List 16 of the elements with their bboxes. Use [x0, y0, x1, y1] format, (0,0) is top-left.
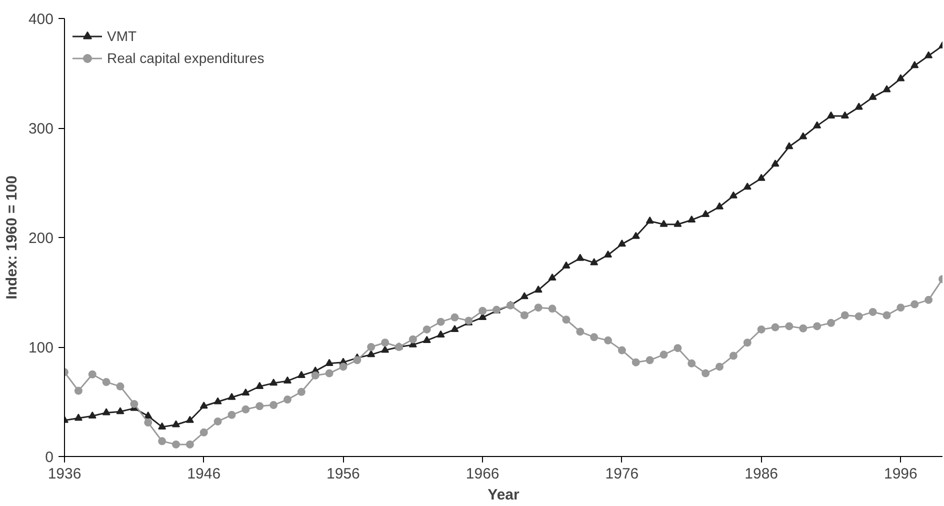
x-tick-label: 1986	[744, 466, 778, 482]
y-tick-label: 100	[28, 340, 54, 356]
x-tick-label: 1956	[326, 466, 360, 482]
y-tick-label: 300	[28, 120, 54, 138]
y-axis-title: Index: 1960 = 100	[3, 176, 20, 300]
x-tick-label: 1966	[466, 466, 500, 482]
y-tick-label: 0	[45, 449, 54, 466]
legend-label: VMT	[107, 28, 137, 44]
x-tick-label: 1976	[605, 466, 639, 482]
y-tick-label: 200	[28, 230, 54, 247]
y-tick-label: 400	[28, 11, 54, 28]
x-axis-title: Year	[488, 486, 520, 504]
x-tick-label: 1996	[884, 466, 918, 482]
x-tick-label: 1936	[48, 466, 82, 482]
x-tick-label: 1946	[187, 466, 221, 482]
legend-label: Real capital expenditures	[107, 50, 264, 66]
